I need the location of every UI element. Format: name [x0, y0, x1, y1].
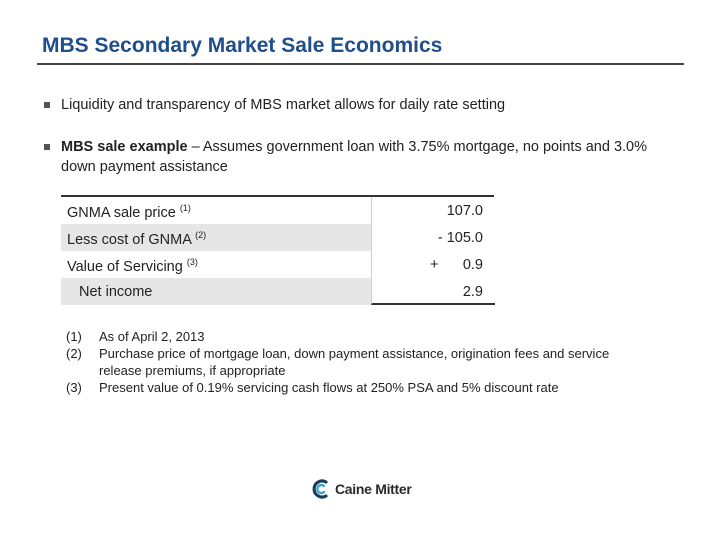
bullet-bold-lead: MBS sale example — [61, 139, 188, 155]
footnotes: (1) As of April 2, 2013 (2) Purchase pri… — [66, 328, 626, 396]
footnote-3: (3) Present value of 0.19% servicing cas… — [66, 379, 626, 396]
table-row-gnma-sale-price: GNMA sale price (1) 107.0 — [61, 197, 495, 225]
row-label: Net income — [79, 284, 153, 300]
row-value-cell: + 0.9 — [371, 251, 495, 278]
row-value-cell: - 105.0 — [371, 224, 495, 251]
footnote-text: Purchase price of mortgage loan, down pa… — [99, 346, 610, 378]
bullet-text: MBS sale example – Assumes government lo… — [61, 137, 661, 177]
footnote-number: (1) — [66, 329, 82, 344]
row-label: GNMA sale price (1) — [67, 203, 191, 221]
row-value: 2.9 — [462, 284, 483, 300]
row-value: 0.9 — [462, 257, 483, 273]
title-divider — [37, 63, 684, 65]
footnote-number: (2) — [66, 346, 82, 361]
page-title: MBS Secondary Market Sale Economics — [42, 34, 443, 57]
caine-mitter-logo-icon — [312, 479, 328, 499]
row-sign: + — [430, 257, 439, 273]
table-row-net-income: Net income 2.9 — [61, 278, 495, 305]
footnote-1: (1) As of April 2, 2013 — [66, 328, 626, 345]
bullet-text: Liquidity and transparency of MBS market… — [61, 97, 506, 113]
row-value: - 105.0 — [437, 230, 483, 246]
bullet-square-icon — [44, 102, 50, 108]
table-row-value-of-servicing: Value of Servicing (3) + 0.9 — [61, 251, 495, 278]
row-value: 107.0 — [446, 203, 483, 219]
row-label: Value of Servicing (3) — [67, 257, 198, 275]
footnote-text: Present value of 0.19% servicing cash fl… — [99, 380, 559, 395]
footnote-2: (2) Purchase price of mortgage loan, dow… — [66, 345, 626, 379]
footnote-number: (3) — [66, 380, 82, 395]
bullet-square-icon — [44, 144, 50, 150]
logo-wordmark: Caine Mitter — [335, 481, 412, 497]
company-logo: Caine Mitter — [311, 478, 421, 502]
row-value-cell: 2.9 — [371, 278, 495, 305]
bullet-body: – Assumes government loan with 3.75% mor… — [61, 139, 647, 175]
bullet-liquidity: Liquidity and transparency of MBS market… — [44, 95, 684, 115]
footnote-text: As of April 2, 2013 — [99, 329, 205, 344]
sale-economics-table: GNMA sale price (1) 107.0 Less cost of G… — [61, 195, 495, 305]
table-row-less-cost-of-gnma: Less cost of GNMA (2) - 105.0 — [61, 224, 495, 251]
row-label: Less cost of GNMA (2) — [67, 230, 207, 248]
bullet-mbs-sale-example: MBS sale example – Assumes government lo… — [44, 137, 684, 179]
row-value-cell: 107.0 — [371, 197, 495, 225]
